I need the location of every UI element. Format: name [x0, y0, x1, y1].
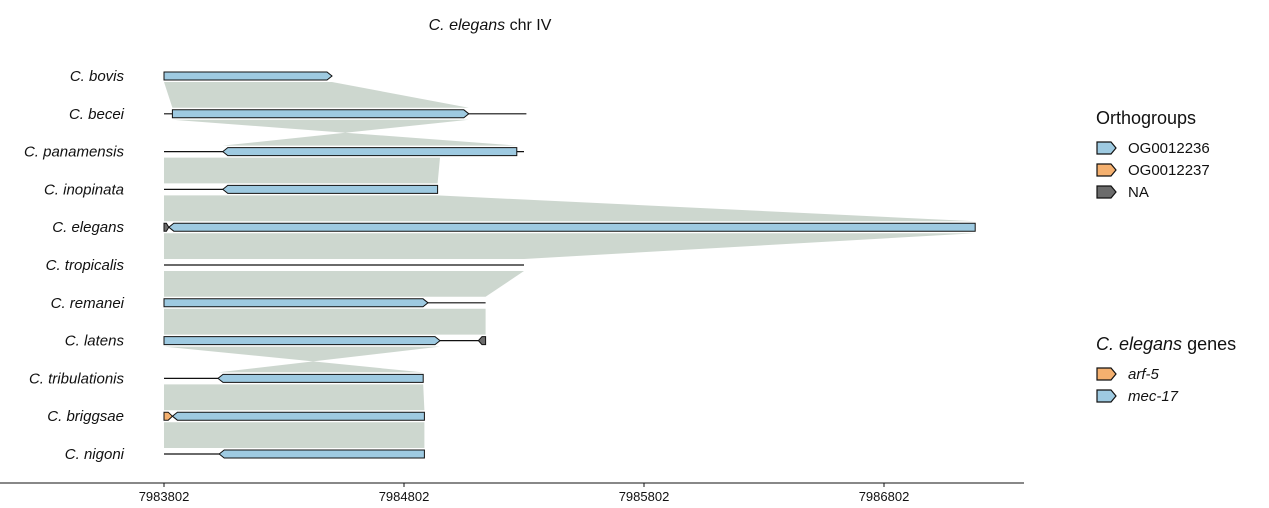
gene-arrow — [217, 373, 424, 383]
synteny-link — [164, 195, 976, 222]
species-label: C. latens — [65, 333, 125, 350]
legend-item: mec-17 — [1096, 385, 1236, 407]
gene-arrow — [171, 411, 425, 421]
chart-title-species: C. elegans — [429, 17, 506, 34]
legend-label: NA — [1128, 183, 1149, 201]
track-8: C. tribulationis — [29, 370, 424, 387]
track-10: C. nigoni — [65, 446, 425, 463]
legend-arrow-icon — [1096, 185, 1117, 199]
x-tick-label: 7983802 — [139, 489, 190, 504]
track-6: C. remanei — [51, 295, 486, 312]
species-label: C. becei — [69, 106, 125, 123]
synteny-link — [164, 384, 425, 411]
legend-item: OG0012236 — [1096, 137, 1210, 159]
legend-label: mec-17 — [1128, 387, 1179, 405]
chart-title: C. elegans chr IV — [429, 17, 552, 34]
gene-arrow — [163, 336, 441, 346]
gene-arrow — [163, 298, 429, 308]
chart-title-chromosome: chr IV — [505, 17, 552, 34]
species-label: C. elegans — [52, 219, 124, 236]
x-axis: 7983802 7984802 7985802 7986802 — [0, 482, 1024, 504]
track-2: C. panamensis — [24, 144, 524, 161]
gene-arrow — [163, 71, 333, 81]
gene-arrow — [218, 449, 425, 459]
legend-item: OG0012237 — [1096, 159, 1210, 181]
track-9: C. briggsae — [47, 408, 425, 425]
genes-legend-title-suffix: genes — [1182, 334, 1237, 354]
species-label: C. remanei — [51, 295, 125, 312]
legend-arrow-icon — [1096, 163, 1117, 177]
track-0: C. bovis — [70, 68, 333, 85]
species-label: C. nigoni — [65, 446, 125, 463]
legend-item: NA — [1096, 181, 1210, 203]
synteny-link — [164, 233, 976, 259]
orthogroups-legend: Orthogroups OG0012236 OG0012237 NA — [1096, 108, 1210, 203]
species-label: C. inopinata — [44, 181, 124, 198]
gene-arrow — [167, 222, 976, 232]
legend-item: arf-5 — [1096, 363, 1236, 385]
genes-legend: C. elegans genes arf-5 mec-17 — [1096, 334, 1236, 407]
synteny-link — [164, 308, 486, 335]
legend-arrow-icon — [1096, 389, 1117, 403]
species-label: C. briggsae — [47, 408, 124, 425]
gene-arrow — [221, 184, 439, 194]
x-tick-label: 7986802 — [859, 489, 910, 504]
genome-tracks: C. bovis C. becei C. panamensis C. inopinat… — [24, 68, 976, 463]
gene-arrow — [163, 411, 174, 421]
synteny-link — [164, 346, 440, 373]
legend-arrow-icon — [1096, 141, 1117, 155]
genes-legend-title-species: C. elegans — [1096, 334, 1183, 354]
gene-arrow — [163, 222, 170, 232]
gene-arrow — [477, 336, 487, 346]
legend-arrow-icon — [1096, 367, 1117, 381]
synteny-link — [164, 271, 524, 297]
x-tick-label: 7984802 — [379, 489, 430, 504]
synteny-link — [172, 119, 517, 146]
genes-legend-title: C. elegans genes — [1096, 334, 1236, 355]
synteny-link — [164, 82, 469, 108]
species-label: C. tribulationis — [29, 370, 125, 387]
legend-label: OG0012236 — [1128, 139, 1210, 157]
synteny-links — [164, 82, 976, 448]
track-4: C. elegans — [52, 219, 976, 236]
species-label: C. panamensis — [24, 144, 125, 161]
gene-arrow — [221, 147, 518, 157]
synteny-link — [164, 157, 440, 184]
species-label: C. bovis — [70, 68, 125, 85]
synteny-link — [164, 422, 425, 448]
gene-arrow — [171, 109, 470, 119]
x-tick-label: 7985802 — [619, 489, 670, 504]
track-3: C. inopinata — [44, 181, 439, 198]
species-label: C. tropicalis — [46, 257, 125, 274]
track-5: C. tropicalis — [46, 257, 524, 274]
track-7: C. latens — [65, 333, 487, 350]
track-1: C. becei — [69, 106, 527, 123]
legend-label: arf-5 — [1128, 365, 1159, 383]
orthogroups-legend-title: Orthogroups — [1096, 108, 1197, 128]
legend-label: OG0012237 — [1128, 161, 1210, 179]
